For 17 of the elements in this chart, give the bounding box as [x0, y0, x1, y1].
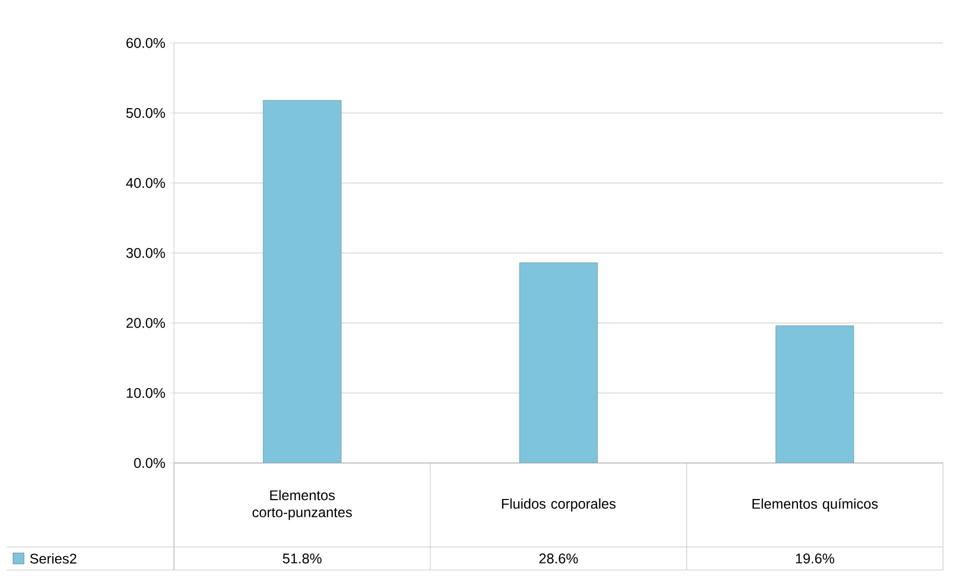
bar	[776, 326, 854, 463]
y-tick-label: 20.0%	[126, 318, 165, 328]
y-tick-label: 10.0%	[126, 388, 165, 398]
data-label: 19.6%	[796, 554, 834, 564]
y-tick-label: 60.0%	[126, 38, 165, 48]
x-tick-label: Elementos químicos	[752, 498, 878, 512]
data-label: 28.6%	[539, 554, 578, 564]
data-label: 51.8%	[282, 554, 322, 564]
x-tick-label: Fluidos corporales	[502, 498, 616, 512]
y-tick-label: 50.0%	[126, 108, 165, 118]
x-tick-label: Elementos corto-punzantes	[252, 490, 352, 520]
y-tick-label: 0.0%	[134, 458, 165, 468]
bar	[262, 100, 342, 463]
y-tick-label: 40.0%	[126, 178, 165, 188]
legend-label: Series2	[30, 553, 76, 564]
bar	[519, 262, 598, 463]
y-tick-label: 30.0%	[126, 248, 165, 258]
